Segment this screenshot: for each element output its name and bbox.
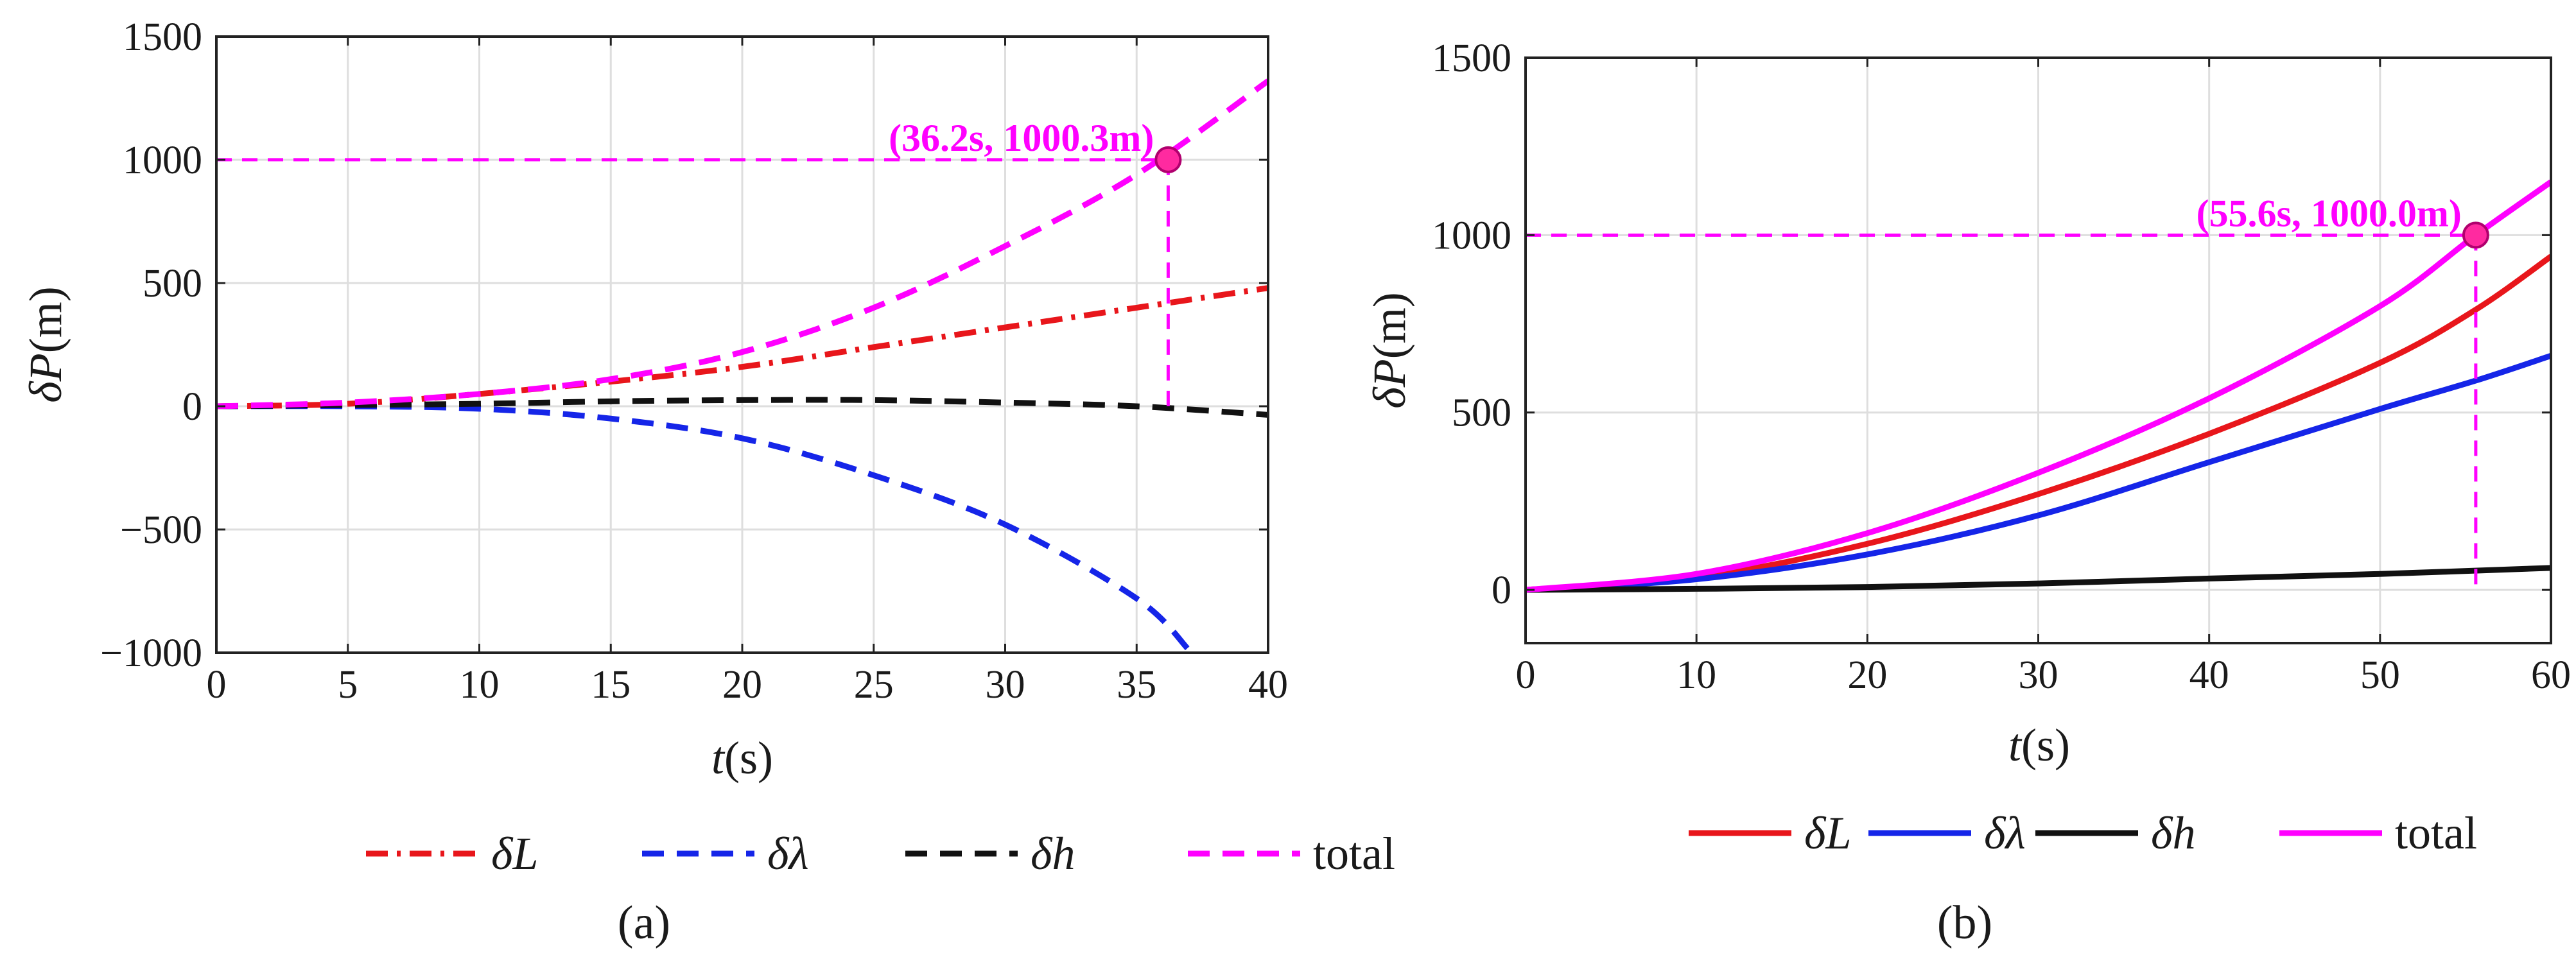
x-tick-label: 40 <box>1248 663 1288 707</box>
legend-label: δh <box>2151 807 2195 859</box>
legend-label: δh <box>1031 828 1075 879</box>
y-tick-label: 0 <box>182 385 202 429</box>
panel-a-series <box>216 78 1268 653</box>
panel-b-series <box>1526 179 2551 593</box>
x-tick-label: 40 <box>2189 653 2229 697</box>
panel-b-y-axis-label: δP(m) <box>1364 292 1415 408</box>
x-tick-label: 10 <box>460 663 500 707</box>
legend-label: total <box>2395 807 2477 859</box>
panel-b: (55.6s, 1000.0m) 0 10 20 30 40 50 60 0 500 1000 1… <box>1364 37 2571 949</box>
legend-label: δλ <box>1984 807 2026 859</box>
panel-a-y-axis-label: δP(m) <box>20 286 71 402</box>
legend-label: δL <box>1804 807 1852 859</box>
x-tick-label: 5 <box>338 663 358 707</box>
y-tick-label: 1500 <box>123 15 202 59</box>
panel-b-y-ticks: 0 500 1000 1500 <box>1432 37 2551 612</box>
series-total <box>216 78 1268 409</box>
panel-a-annotation-marker <box>1154 146 1182 173</box>
legend-label: total <box>1313 828 1395 879</box>
y-tick-label: 1000 <box>1432 214 1511 257</box>
x-tick-label: 20 <box>1847 653 1887 697</box>
x-tick-label: 25 <box>854 663 894 707</box>
panel-a-label: (a) <box>618 897 670 949</box>
y-tick-label: 500 <box>1452 392 1511 435</box>
series-dlam <box>1526 353 2551 593</box>
panel-a-annotation: (36.2s, 1000.3m) <box>216 117 1182 406</box>
panel-b-annotation-label: (55.6s, 1000.0m) <box>2197 192 2462 234</box>
panel-b-label: (b) <box>1937 897 1992 949</box>
panel-b-x-ticks: 0 10 20 30 40 50 60 <box>1516 58 2571 697</box>
panel-b-x-axis-label: t(s) <box>2008 719 2070 771</box>
x-tick-label: 0 <box>207 663 227 707</box>
series-total <box>1526 179 2551 593</box>
panel-b-annotation-marker <box>2462 221 2489 249</box>
x-tick-label: 35 <box>1117 663 1156 707</box>
panel-a: (36.2s, 1000.3m) 0 5 10 15 20 25 30 35 40 −1000−… <box>20 15 1395 949</box>
legend-label: δλ <box>767 828 809 879</box>
y-tick-label: −1000 <box>100 632 202 675</box>
y-tick-label: 1500 <box>1432 37 1511 80</box>
panel-a-y-ticks: −1000 −500 0 500 1000 1500 <box>100 15 1268 675</box>
x-tick-label: 0 <box>1516 653 1536 697</box>
panel-a-legend: δL δλ δh total <box>366 828 1395 879</box>
y-tick-label: 0 <box>1492 569 1511 612</box>
y-tick-label: 500 <box>143 262 202 306</box>
x-tick-label: 20 <box>722 663 762 707</box>
panel-a-x-ticks: 0 5 10 15 20 25 30 35 40 <box>207 37 1288 707</box>
x-tick-label: 50 <box>2360 653 2400 697</box>
x-tick-label: 15 <box>591 663 631 707</box>
x-tick-label: 30 <box>2019 653 2058 697</box>
x-tick-label: 60 <box>2531 653 2571 697</box>
x-tick-label: 30 <box>986 663 1025 707</box>
series-dL <box>216 285 1268 409</box>
panel-a-annotation-label: (36.2s, 1000.3m) <box>889 117 1154 159</box>
legend-label: δL <box>491 828 539 879</box>
series-dlam <box>216 403 1192 653</box>
panel-b-legend: δL δλ δh total <box>1689 807 2477 859</box>
y-tick-label: 1000 <box>123 139 202 182</box>
x-tick-label: 10 <box>1676 653 1716 697</box>
series-dh <box>1526 565 2551 593</box>
series-dh <box>216 397 1268 418</box>
panel-a-x-axis-label: t(s) <box>711 732 773 784</box>
panel-b-annotation: (55.6s, 1000.0m) <box>1526 192 2489 590</box>
y-tick-label: −500 <box>120 508 202 552</box>
